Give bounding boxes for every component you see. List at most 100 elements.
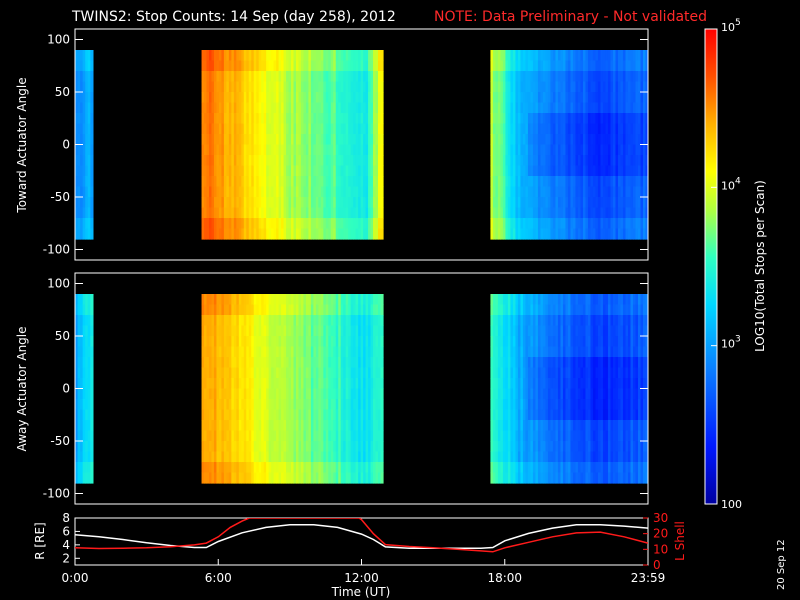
heatmap-cell xyxy=(228,357,232,369)
heatmap-cell xyxy=(587,228,592,240)
heatmap-cell xyxy=(512,81,517,93)
heatmap-cell xyxy=(492,462,497,474)
heatmap-cell xyxy=(365,441,369,453)
heatmap-cell xyxy=(204,336,208,348)
heatmap-cell xyxy=(256,378,260,390)
heatmap-cell xyxy=(253,357,257,369)
heatmap-cell xyxy=(283,218,287,230)
heatmap-cell xyxy=(87,325,91,337)
heatmap-cell xyxy=(90,92,94,104)
heatmap-cell xyxy=(243,451,247,463)
heatmap-cell xyxy=(266,451,270,463)
heatmap-cell xyxy=(303,315,307,327)
heatmap-cell xyxy=(355,462,359,474)
heatmap-cell xyxy=(572,294,577,306)
heatmap-cell xyxy=(228,325,232,337)
heatmap-cell xyxy=(595,378,599,390)
heatmap-cell xyxy=(85,176,89,188)
heatmap-cell xyxy=(82,197,86,209)
heatmap-cell xyxy=(580,336,584,348)
heatmap-cell xyxy=(223,186,227,198)
heatmap-cell xyxy=(520,346,524,358)
heatmap-cell xyxy=(308,81,312,93)
heatmap-cell xyxy=(517,315,522,327)
heatmap-cell xyxy=(492,409,497,421)
heatmap-cell xyxy=(378,102,382,114)
heatmap-cell xyxy=(375,451,379,463)
heatmap-cell xyxy=(560,176,564,188)
heatmap-cell xyxy=(295,207,300,219)
heatmap-cell xyxy=(507,134,512,146)
heatmap-cell xyxy=(500,357,504,369)
heatmap-cell xyxy=(622,186,627,198)
heatmap-cell xyxy=(540,451,544,463)
heatmap-cell xyxy=(378,315,382,327)
heatmap-cell xyxy=(286,315,290,327)
heatmap-cell xyxy=(233,134,237,146)
heatmap-cell xyxy=(330,81,334,93)
heatmap-cell xyxy=(335,102,339,114)
heatmap-cell xyxy=(298,123,302,135)
heatmap-cell xyxy=(622,336,627,348)
heatmap-cell xyxy=(345,357,349,369)
heatmap-cell xyxy=(630,144,634,156)
heatmap-cell xyxy=(537,462,542,474)
heatmap-cell xyxy=(335,399,339,411)
heatmap-cell xyxy=(512,367,517,379)
heatmap-cell xyxy=(375,388,379,400)
heatmap-cell xyxy=(570,228,574,240)
heatmap-cell xyxy=(283,207,287,219)
heatmap-cell xyxy=(605,155,609,167)
heatmap-cell xyxy=(607,165,612,177)
heatmap-cell xyxy=(580,388,584,400)
heatmap-cell xyxy=(273,462,277,474)
heatmap-cell xyxy=(590,399,594,411)
heatmap-cell xyxy=(358,92,362,104)
heatmap-cell xyxy=(495,325,499,337)
heatmap-cell xyxy=(333,50,337,62)
heatmap-cell xyxy=(565,304,569,316)
heatmap-cell xyxy=(580,50,584,62)
heatmap-cell xyxy=(380,144,384,156)
heatmap-cell xyxy=(283,304,287,316)
heatmap-cell xyxy=(305,378,310,390)
heatmap-cell xyxy=(570,294,574,306)
heatmap-cell xyxy=(532,218,537,230)
heatmap-cell xyxy=(286,144,290,156)
heatmap-cell xyxy=(213,92,218,104)
heatmap-cell xyxy=(600,186,604,198)
heatmap-cell xyxy=(605,102,609,114)
heatmap-cell xyxy=(355,388,359,400)
heatmap-cell xyxy=(90,462,94,474)
heatmap-cell xyxy=(353,304,357,316)
heatmap-cell xyxy=(378,92,382,104)
heatmap-cell xyxy=(522,430,527,442)
heatmap-cell xyxy=(597,304,602,316)
heatmap-cell xyxy=(343,165,347,177)
heatmap-cell xyxy=(328,378,332,390)
heatmap-cell xyxy=(216,388,220,400)
heatmap-cell xyxy=(85,294,89,306)
heatmap-cell xyxy=(353,186,357,198)
heatmap-cell xyxy=(211,81,215,93)
heatmap-cell xyxy=(293,92,297,104)
heatmap-cell xyxy=(310,50,314,62)
heatmap-cell xyxy=(330,451,334,463)
heatmap-cell xyxy=(223,165,227,177)
heatmap-cell xyxy=(560,315,564,327)
heatmap-cell xyxy=(241,420,245,432)
heatmap-cell xyxy=(75,176,79,188)
heatmap-cell xyxy=(602,123,607,135)
heatmap-cell xyxy=(353,197,357,209)
heatmap-cell xyxy=(278,218,282,230)
heatmap-cell xyxy=(233,346,237,358)
heatmap-cell xyxy=(286,228,290,240)
heatmap-cell xyxy=(542,388,547,400)
heatmap-cell xyxy=(241,197,245,209)
heatmap-cell xyxy=(592,388,597,400)
heatmap-cell xyxy=(315,92,319,104)
heatmap-cell xyxy=(261,388,265,400)
heatmap-cell xyxy=(340,294,344,306)
heatmap-cell xyxy=(213,357,218,369)
heatmap-cell xyxy=(522,367,527,379)
